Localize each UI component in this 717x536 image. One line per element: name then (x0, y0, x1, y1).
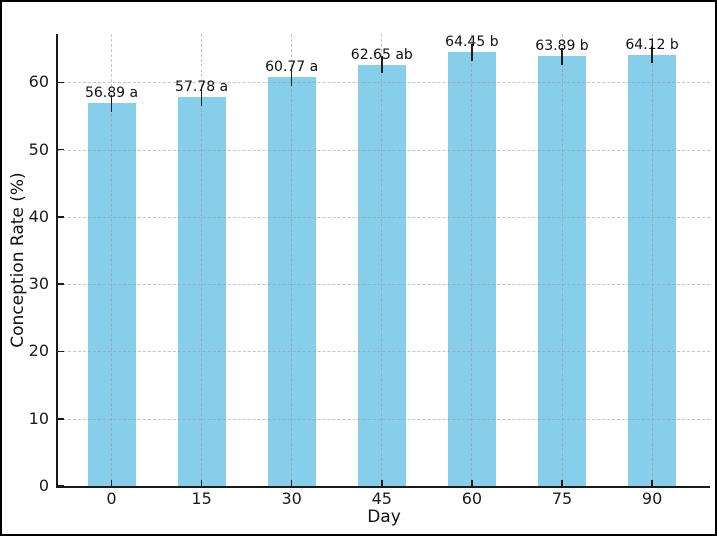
x-tick (290, 480, 293, 486)
error-bar (561, 47, 563, 65)
y-axis-title: Conception Rate (%) (8, 172, 28, 348)
h-gridline (58, 149, 710, 151)
y-axis-spine (56, 34, 58, 488)
error-bar (651, 45, 653, 64)
y-tick-label: 0 (38, 476, 49, 495)
error-bar (290, 68, 293, 86)
x-tick (471, 480, 473, 486)
x-tick-label: 30 (281, 489, 302, 508)
y-tick-label: 30 (28, 274, 49, 294)
y-tick-label: 20 (28, 341, 49, 361)
bar-value-label: 62.65 ab (350, 46, 413, 63)
x-axis-title: Day (367, 507, 401, 527)
h-gridline (58, 418, 710, 420)
error-bar (110, 94, 113, 113)
h-gridline (58, 284, 710, 286)
bar-value-label: 64.45 b (445, 34, 499, 51)
y-tick (58, 81, 64, 84)
h-gridline (58, 351, 710, 353)
y-tick (58, 216, 64, 218)
y-tick-label: 10 (28, 408, 49, 428)
bar-value-label: 64.12 b (625, 36, 679, 53)
error-bar (381, 55, 383, 74)
x-tick (381, 480, 383, 486)
error-bar (471, 43, 473, 62)
x-tick-label: 60 (461, 489, 483, 508)
bar-value-label: 63.89 b (535, 38, 589, 55)
x-tick-label: 75 (551, 489, 573, 508)
v-gridline (201, 34, 203, 486)
y-tick (58, 417, 64, 420)
y-tick-label: 50 (28, 139, 49, 159)
x-tick (561, 480, 563, 486)
v-gridline (651, 34, 653, 486)
x-tick (110, 480, 113, 486)
v-gridline (291, 34, 293, 486)
x-axis-spine (56, 486, 710, 488)
x-tick (651, 480, 653, 486)
x-tick (200, 480, 203, 486)
x-tick-label: 90 (641, 489, 663, 508)
h-gridline (58, 82, 710, 84)
y-tick-label: 40 (28, 206, 49, 226)
bar-value-label: 60.77 a (265, 59, 319, 76)
x-tick-label: 15 (191, 489, 212, 508)
v-gridline (561, 34, 563, 486)
bar-value-label: 56.89 a (84, 85, 139, 102)
y-tick-label: 60 (28, 72, 49, 92)
y-tick (58, 350, 64, 353)
y-tick (58, 148, 64, 151)
y-tick (58, 485, 64, 487)
bar-value-label: 57.78 a (175, 79, 229, 96)
v-gridline (381, 34, 383, 486)
x-tick-label: 0 (106, 489, 117, 508)
error-bar (200, 88, 203, 107)
x-tick-label: 45 (371, 489, 392, 508)
y-tick (58, 283, 64, 285)
h-gridline (58, 216, 710, 218)
v-gridline (471, 34, 473, 486)
v-gridline (111, 34, 112, 486)
